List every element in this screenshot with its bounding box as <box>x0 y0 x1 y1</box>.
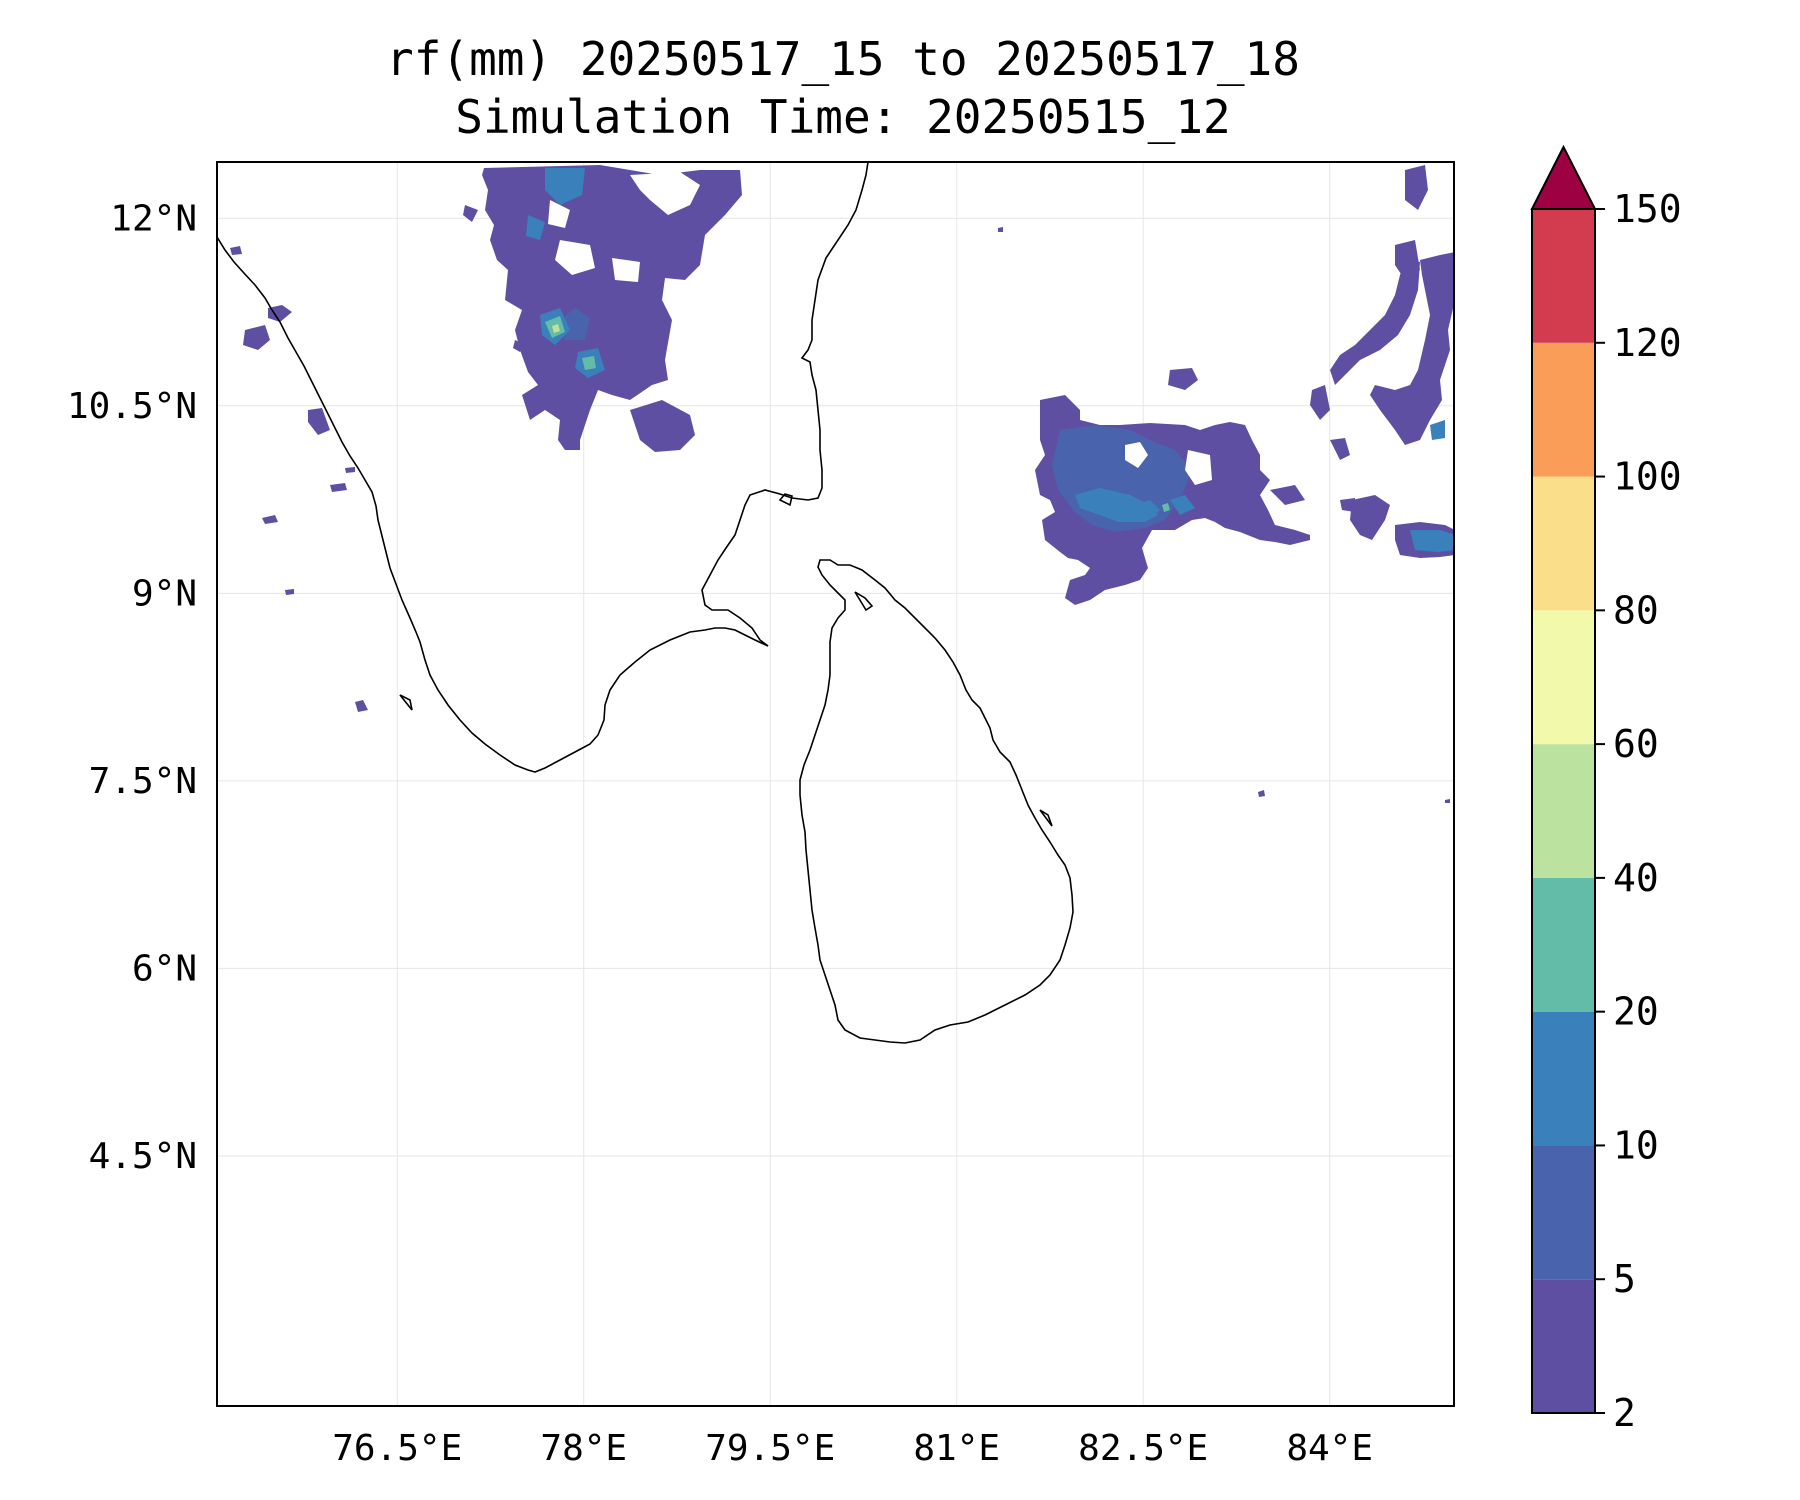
y-tick-label: 10.5°N <box>67 386 197 427</box>
x-tick-label: 82.5°E <box>1078 1428 1208 1469</box>
x-tick-label: 81°E <box>913 1428 1000 1469</box>
colorbar-tick-label: 100 <box>1613 455 1682 499</box>
colorbar-band <box>1532 342 1595 477</box>
colorbar: 2 5 10 20 40 60 80 100 120 150 <box>1530 144 1682 1435</box>
colorbar-frame <box>1531 208 1596 1414</box>
y-tick-label: 7.5°N <box>89 761 197 802</box>
x-tick-label: 79.5°E <box>705 1428 835 1469</box>
y-tick-label: 6°N <box>132 948 197 989</box>
rainfall-contours <box>230 165 1454 803</box>
y-tick-label: 12°N <box>110 198 197 239</box>
coastlines <box>217 162 1074 1044</box>
colorbar-tick-label: 5 <box>1613 1257 1636 1301</box>
rain-region-west <box>230 227 1450 803</box>
colorbar-extend-arrow <box>1530 144 1597 210</box>
chart-subtitle: Simulation Time: 20250515_12 <box>455 90 1230 144</box>
colorbar-tick-label: 60 <box>1613 722 1659 766</box>
colorbar-band <box>1532 610 1595 745</box>
axis-ticks: 76.5°E 78°E 79.5°E 81°E 82.5°E 84°E 12°N 10.5°N… <box>67 198 1373 1469</box>
colorbar-tick-label: 2 <box>1613 1391 1636 1435</box>
colorbar-tick-label: 120 <box>1613 321 1682 365</box>
map-area[interactable]: 76.5°E 78°E 79.5°E 81°E 82.5°E 84°E 12°N 10.5°N… <box>67 161 1455 1469</box>
x-tick-label: 78°E <box>540 1428 627 1469</box>
rain-region-nw <box>463 165 742 452</box>
colorbar-band <box>1532 877 1595 1012</box>
colorbar-band <box>1532 1279 1595 1413</box>
colorbar-tick-label: 40 <box>1613 856 1659 900</box>
colorbar-band <box>1532 476 1595 611</box>
chart-title: rf(mm) 20250517_15 to 20250517_18 <box>386 32 1300 86</box>
colorbar-band <box>1532 1145 1595 1280</box>
colorbar-band <box>1532 1011 1595 1146</box>
y-tick-label: 9°N <box>132 573 197 614</box>
map-frame <box>216 161 1455 1407</box>
x-tick-label: 84°E <box>1286 1428 1373 1469</box>
colorbar-tick-label: 150 <box>1613 187 1682 231</box>
colorbar-tick-label: 20 <box>1613 990 1659 1034</box>
rain-region-far-east <box>1310 165 1454 558</box>
colorbar-tick-label: 80 <box>1613 588 1659 632</box>
x-tick-label: 76.5°E <box>332 1428 462 1469</box>
rain-region-east <box>1035 368 1310 605</box>
colorbar-tick-label: 10 <box>1613 1123 1659 1167</box>
y-tick-label: 4.5°N <box>89 1136 197 1177</box>
colorbar-band <box>1532 209 1595 343</box>
colorbar-band <box>1532 744 1595 878</box>
